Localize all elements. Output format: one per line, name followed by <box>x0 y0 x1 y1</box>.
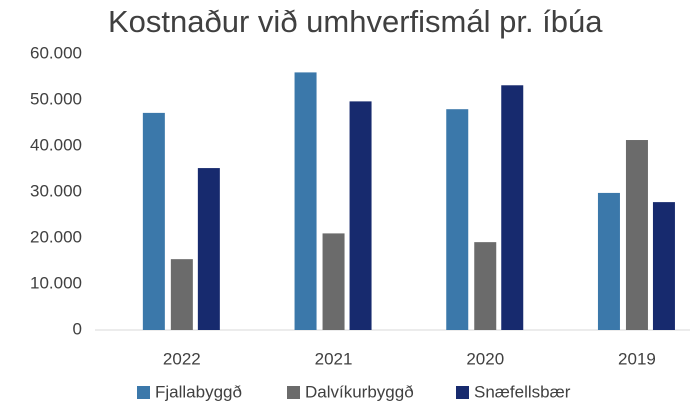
bar <box>501 85 524 330</box>
y-tick-label: 30.000 <box>30 181 82 200</box>
bar <box>597 192 620 330</box>
y-tick-label: 10.000 <box>30 273 82 292</box>
bar <box>446 109 469 330</box>
legend-swatch <box>137 386 150 399</box>
bar <box>197 168 220 330</box>
y-tick-label: 20.000 <box>30 227 82 246</box>
x-tick-label: 2021 <box>315 349 353 368</box>
bar <box>170 259 193 330</box>
legend-swatch <box>287 386 300 399</box>
bar <box>652 202 675 330</box>
bar <box>294 72 317 331</box>
legend-label: Fjallabyggð <box>155 382 242 401</box>
legend-label: Snæfellsbær <box>474 382 571 401</box>
bar <box>322 233 345 330</box>
bar <box>625 140 648 330</box>
bar <box>474 242 497 330</box>
y-tick-label: 40.000 <box>30 135 82 154</box>
legend-swatch <box>456 386 469 399</box>
x-tick-label: 2020 <box>466 349 504 368</box>
y-tick-label: 0 <box>73 319 82 338</box>
x-tick-label: 2022 <box>163 349 201 368</box>
x-tick-label: 2019 <box>618 349 656 368</box>
y-tick-label: 60.000 <box>30 43 82 62</box>
chart-title: Kostnaður við umhverfismál pr. íbúa <box>108 4 603 39</box>
bar <box>349 101 372 330</box>
legend-label: Dalvíkurbyggð <box>305 382 414 401</box>
y-tick-label: 50.000 <box>30 89 82 108</box>
bar <box>142 112 165 330</box>
